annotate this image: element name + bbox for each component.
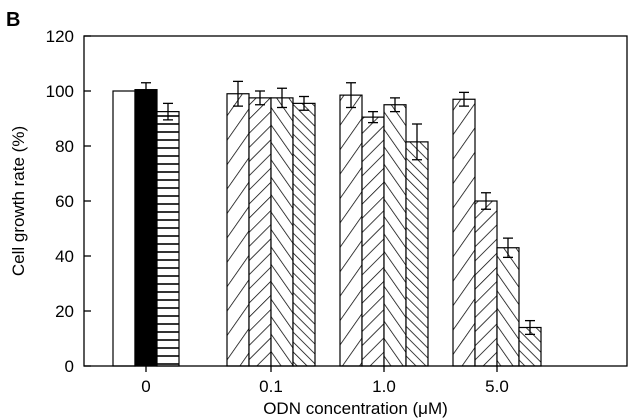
error-bars xyxy=(141,80,535,336)
bar xyxy=(226,93,250,367)
bar xyxy=(292,102,316,367)
x-axis-title: ODN concentration (μM) xyxy=(263,399,448,418)
x-axis-ticks: 0 0.1 1.0 5.0 xyxy=(141,366,509,396)
bar xyxy=(383,104,407,367)
y-tick-label: 0 xyxy=(65,357,74,376)
y-axis-ticks: 0 20 40 60 80 100 120 xyxy=(46,27,91,376)
y-tick-label: 60 xyxy=(55,192,74,211)
y-tick-label: 80 xyxy=(55,137,74,156)
x-tick-label: 0 xyxy=(141,377,150,396)
bar xyxy=(474,200,498,367)
y-tick-label: 40 xyxy=(55,247,74,266)
y-tick-label: 100 xyxy=(46,82,74,101)
y-axis-title: Cell growth rate (%) xyxy=(9,126,28,276)
y-tick-label: 120 xyxy=(46,27,74,46)
bar xyxy=(496,247,520,367)
plot-frame xyxy=(83,35,628,367)
bar xyxy=(134,89,158,367)
x-tick-label: 0.1 xyxy=(259,377,283,396)
bar xyxy=(361,116,385,367)
bar xyxy=(405,141,429,367)
x-tick-label: 1.0 xyxy=(372,377,396,396)
bar xyxy=(156,111,180,367)
bar xyxy=(270,97,294,367)
bar xyxy=(112,90,136,367)
x-tick-label: 5.0 xyxy=(485,377,509,396)
panel-label: B xyxy=(6,9,20,31)
bar xyxy=(248,97,272,367)
bar xyxy=(339,94,363,367)
bar-marks xyxy=(112,89,542,367)
bar xyxy=(452,98,476,367)
y-tick-label: 20 xyxy=(55,302,74,321)
